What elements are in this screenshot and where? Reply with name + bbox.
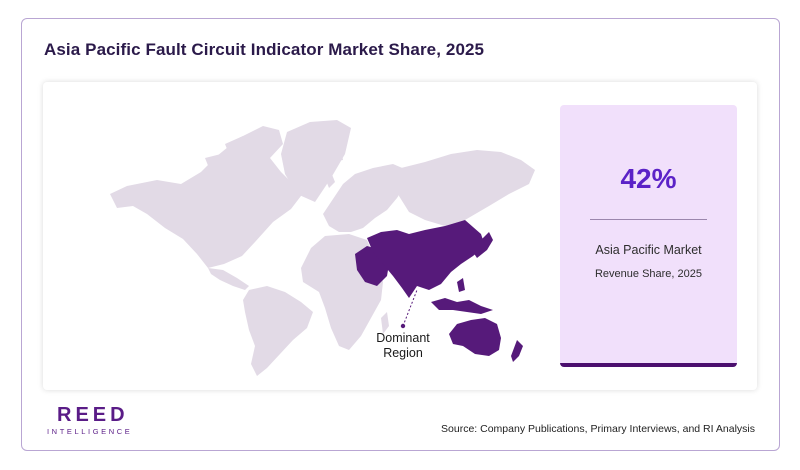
arctic-islands: [205, 136, 343, 168]
dominant-region-label: Dominant Region: [376, 331, 430, 360]
south-america: [243, 286, 313, 376]
uk: [305, 170, 335, 188]
stat-card: 42% Asia Pacific Market Revenue Share, 2…: [560, 105, 737, 367]
new-zealand: [511, 340, 523, 362]
madagascar: [381, 312, 389, 334]
australia: [449, 318, 501, 356]
page-title: Asia Pacific Fault Circuit Indicator Mar…: [44, 40, 485, 59]
stat-label-region: Asia Pacific Market: [595, 243, 702, 257]
asia-mainland: [367, 220, 485, 298]
indonesia: [431, 278, 493, 314]
central-america: [208, 268, 249, 290]
greenland: [281, 120, 351, 202]
brand-logo-subtitle: INTELLIGENCE: [47, 427, 133, 436]
brand-logo: REED: [57, 404, 129, 426]
europe: [323, 164, 407, 232]
stat-divider: [590, 219, 707, 220]
stat-label-metric: Revenue Share, 2025: [594, 268, 703, 280]
stat-value: 42%: [620, 163, 677, 194]
japan: [473, 232, 493, 258]
source-note: Source: Company Publications, Primary In…: [441, 423, 755, 435]
world-map: [110, 120, 535, 376]
russia: [399, 150, 535, 226]
north-america: [110, 126, 304, 268]
